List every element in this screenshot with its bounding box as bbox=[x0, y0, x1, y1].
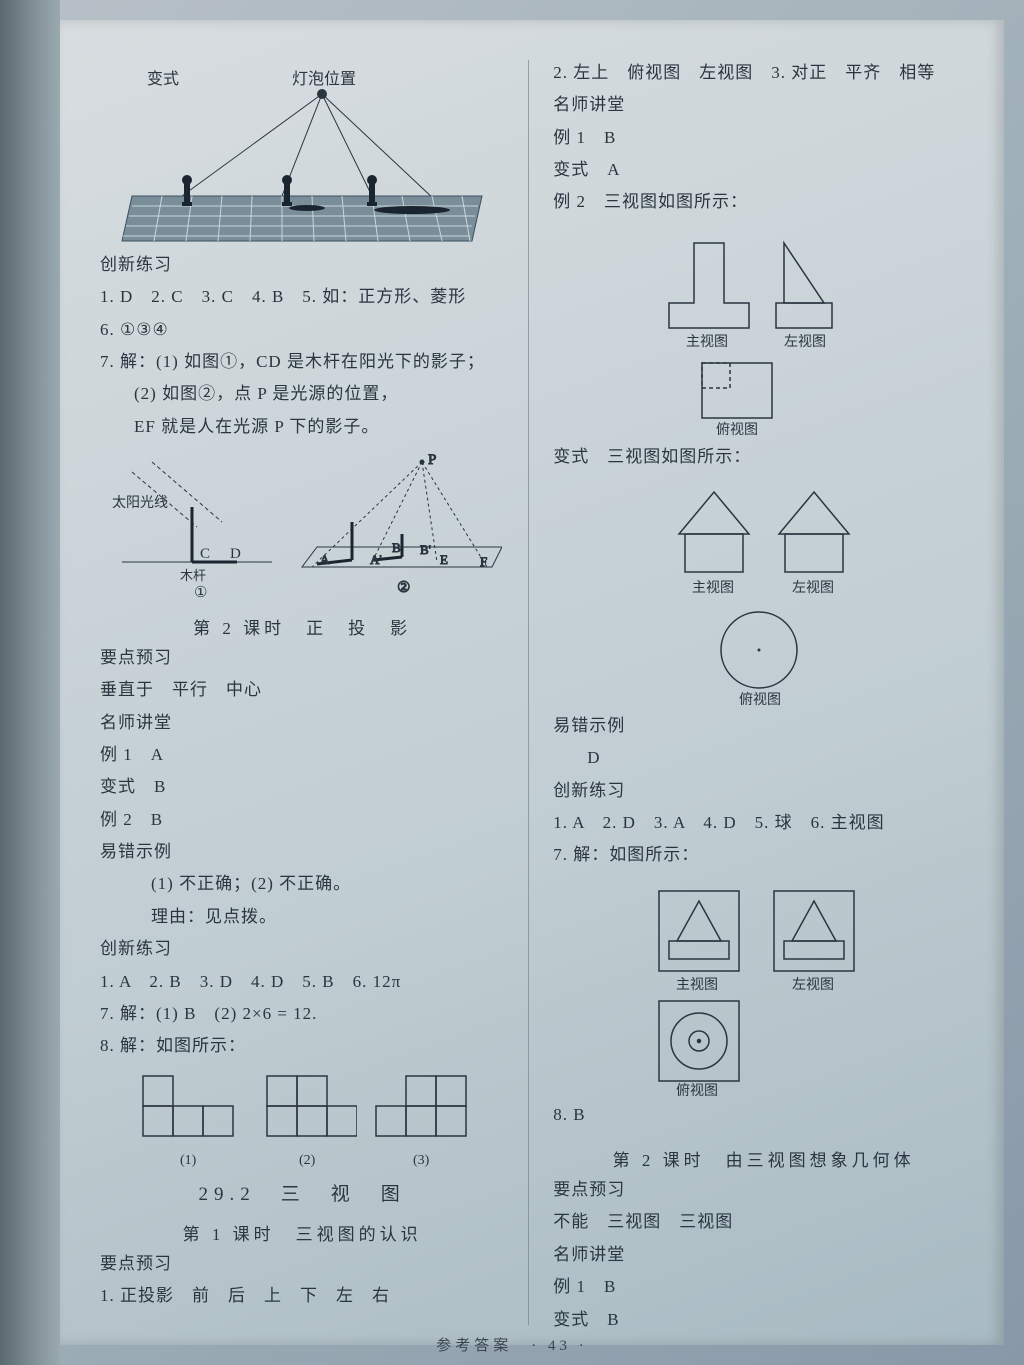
q7-line-b: (2) 如图②，点 P 是光源的位置， bbox=[134, 381, 504, 407]
r-ydyx: 要点预习 bbox=[553, 1177, 974, 1203]
svg-text:E: E bbox=[440, 552, 448, 567]
column-divider bbox=[528, 60, 529, 1325]
label-lamp: 灯泡位置 bbox=[292, 70, 356, 88]
ex2: 例 2 B bbox=[100, 807, 504, 833]
chapter-title: 29.2 三 视 图 bbox=[100, 1179, 504, 1206]
svg-text:P: P bbox=[428, 452, 436, 468]
figure-ex2-threeviews: 主视图 左视图 俯视图 bbox=[553, 228, 974, 438]
cx2-ans: 1. A 2. B 3. D 4. D 5. B 6. 12π bbox=[100, 969, 504, 995]
svg-text:C: C bbox=[200, 546, 210, 562]
svg-text:俯视图: 俯视图 bbox=[716, 422, 758, 438]
svg-text:D: D bbox=[230, 546, 241, 562]
answers-2: 6. ①③④ bbox=[100, 317, 504, 343]
ydyx-h: 要点预习 bbox=[100, 645, 504, 671]
right-column: 2. 左上 俯视图 左视图 3. 对正 平齐 相等 名师讲堂 例 1 B 变式 … bbox=[553, 60, 974, 1325]
lesson1b: 第 1 课时 三视图的认识 bbox=[100, 1220, 504, 1245]
r-msjt: 名师讲堂 bbox=[553, 92, 974, 118]
q7-line-c: EF 就是人在光源 P 下的影子。 bbox=[134, 414, 504, 440]
book-spine bbox=[0, 0, 60, 1365]
ycsl-h: 易错示例 bbox=[100, 839, 504, 865]
svg-text:A: A bbox=[320, 552, 330, 567]
r-var2: 变式 三视图如图所示： bbox=[553, 444, 974, 470]
answers-1: 1. D 2. C 3. C 4. B 5. 如：正方形、菱形 bbox=[100, 284, 504, 310]
var1: 变式 B bbox=[100, 774, 504, 800]
page: 变式 灯泡位置 bbox=[60, 20, 1004, 1345]
r-top1: 2. 左上 俯视图 左视图 3. 对正 平齐 相等 bbox=[553, 60, 974, 86]
label-variant: 变式 bbox=[147, 70, 179, 88]
cap3: (3) bbox=[413, 1153, 429, 1169]
svg-text:B: B bbox=[392, 540, 401, 555]
r-msjt2: 名师讲堂 bbox=[553, 1242, 974, 1268]
r-q7: 7. 解：如图所示： bbox=[553, 842, 974, 868]
figure-grid-shapes: (1) (2) (3) bbox=[100, 1066, 504, 1169]
svg-text:B': B' bbox=[420, 542, 431, 557]
figure-q7-threeviews: 主视图 左视图 俯视图 bbox=[553, 881, 974, 1096]
r-ex2: 例 2 三视图如图所示： bbox=[553, 189, 974, 215]
svg-text:左视图: 左视图 bbox=[792, 580, 834, 596]
yd2: 1. 正投影 前 后 上 下 左 右 bbox=[100, 1283, 504, 1309]
r-ex1b: 例 1 B bbox=[553, 1274, 974, 1300]
lesson2-title: 第 2 课时 正 投 影 bbox=[100, 614, 504, 639]
figure-lamp-shadow: 变式 灯泡位置 bbox=[100, 66, 504, 246]
r-var1b: 变式 B bbox=[553, 1307, 974, 1333]
cap2: (2) bbox=[299, 1153, 315, 1169]
svg-text:主视图: 主视图 bbox=[676, 977, 718, 993]
cx2-h: 创新练习 bbox=[100, 936, 504, 962]
cap1: (1) bbox=[180, 1153, 196, 1169]
figure-sun-and-point-source: 太阳光线 C D 木杆 ① P bbox=[100, 452, 504, 602]
svg-text:主视图: 主视图 bbox=[692, 580, 734, 596]
svg-text:太阳光线: 太阳光线 bbox=[112, 495, 168, 511]
page-footer: 参考答案 · 43 · bbox=[0, 1334, 1024, 1355]
svg-text:左视图: 左视图 bbox=[792, 977, 834, 993]
svg-text:A': A' bbox=[370, 552, 382, 567]
left-column: 变式 灯泡位置 bbox=[100, 60, 504, 1325]
r-lesson2: 第 2 课时 由三视图想象几何体 bbox=[553, 1146, 974, 1171]
r-q8: 8. B bbox=[553, 1102, 974, 1128]
svg-text:俯视图: 俯视图 bbox=[739, 692, 781, 707]
msjt-h: 名师讲堂 bbox=[100, 710, 504, 736]
ex1: 例 1 A bbox=[100, 742, 504, 768]
heading-cx: 创新练习 bbox=[100, 252, 504, 278]
svg-text:木杆: 木杆 bbox=[180, 568, 206, 583]
q7-line-a: 7. 解：(1) 如图①，CD 是木杆在阳光下的影子； bbox=[100, 349, 504, 375]
r-var1: 变式 A bbox=[553, 157, 974, 183]
yc2: 理由：见点拨。 bbox=[151, 904, 504, 930]
r-ex1: 例 1 B bbox=[553, 125, 974, 151]
svg-text:①: ① bbox=[194, 585, 207, 601]
r-yd-text: 不能 三视图 三视图 bbox=[553, 1209, 974, 1235]
svg-text:左视图: 左视图 bbox=[784, 334, 826, 350]
svg-text:俯视图: 俯视图 bbox=[676, 1083, 718, 1096]
svg-text:F: F bbox=[480, 554, 487, 569]
q7-2: 7. 解：(1) B (2) 2×6 = 12. bbox=[100, 1001, 504, 1027]
r-yc-ans: D bbox=[587, 745, 974, 771]
q8: 8. 解：如图所示： bbox=[100, 1033, 504, 1059]
svg-text:主视图: 主视图 bbox=[686, 334, 728, 350]
r-ycsl: 易错示例 bbox=[553, 713, 974, 739]
yc1: (1) 不正确；(2) 不正确。 bbox=[151, 871, 504, 897]
figure-var-threeviews: 主视图 左视图 俯视图 bbox=[553, 482, 974, 707]
r-cx-ans: 1. A 2. D 3. A 4. D 5. 球 6. 主视图 bbox=[553, 810, 974, 836]
ydyx-text: 垂直于 平行 中心 bbox=[100, 677, 504, 703]
r-cx: 创新练习 bbox=[553, 778, 974, 804]
ydyx-h2: 要点预习 bbox=[100, 1251, 504, 1277]
svg-text:②: ② bbox=[397, 580, 410, 596]
